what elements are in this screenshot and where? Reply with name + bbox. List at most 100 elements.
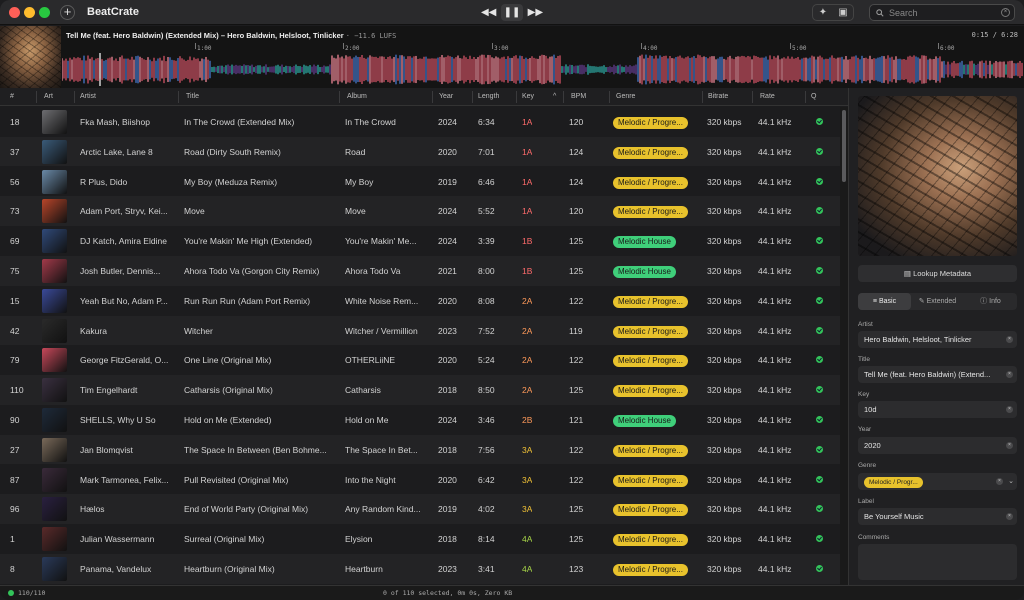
- minimize-window-button[interactable]: [24, 7, 35, 18]
- track-artist: SHELLS, Why U So: [80, 415, 156, 425]
- quality-check-icon: [816, 147, 823, 155]
- zoom-window-button[interactable]: [39, 7, 50, 18]
- table-row[interactable]: 73 Adam Port, Stryv, Kei... Move Move 2024 5:…: [0, 196, 840, 227]
- column-header-year[interactable]: Year: [439, 93, 454, 100]
- table-row[interactable]: 27 Jan Blomqvist The Space In Between (Ben…: [0, 434, 840, 465]
- table-row[interactable]: 79 George FitzGerald, O... One Line (Origi…: [0, 345, 840, 375]
- track-year: 2023: [438, 325, 457, 336]
- clear-search-icon[interactable]: ×: [1001, 8, 1010, 17]
- track-samplerate: 44.1 kHz: [758, 117, 792, 127]
- table-row[interactable]: 96 Hælos End of World Party (Original Mix)…: [0, 494, 840, 525]
- scroll-thumb[interactable]: [842, 110, 846, 182]
- track-artist: Adam Port, Stryv, Kei...: [80, 206, 168, 217]
- comments-field[interactable]: [858, 544, 1017, 580]
- table-row[interactable]: 15 Yeah But No, Adam P... Run Run Run (Ada…: [0, 286, 840, 316]
- column-header-quality[interactable]: Q: [811, 93, 817, 100]
- previous-track-button[interactable]: ◀◀: [480, 7, 497, 18]
- pause-button[interactable]: ❚❚: [501, 4, 523, 21]
- key-field[interactable]: 10d ×: [858, 401, 1017, 418]
- table-row[interactable]: 18 Fka Mash, Biishop In The Crowd (Extende…: [0, 107, 840, 137]
- new-tab-button[interactable]: +: [60, 5, 75, 20]
- track-number: 73: [10, 206, 20, 217]
- track-artist: Mark Tarmonea, Felix...: [80, 474, 169, 485]
- column-header-length[interactable]: Length: [478, 93, 500, 100]
- track-length: 5:52: [478, 206, 495, 217]
- clear-artist-icon[interactable]: ×: [1006, 336, 1013, 343]
- clear-key-icon[interactable]: ×: [1006, 406, 1013, 413]
- column-header-genre[interactable]: Genre: [616, 93, 636, 100]
- genre-tag[interactable]: Melodic / Progr...: [864, 476, 923, 488]
- clear-year-icon[interactable]: ×: [1006, 442, 1013, 449]
- genre-field[interactable]: Melodic / Progr... × ⌄: [858, 473, 1017, 490]
- track-title: Witcher: [184, 325, 213, 336]
- column-header-key[interactable]: Key: [522, 93, 535, 100]
- track-samplerate: 44.1 kHz: [758, 444, 792, 455]
- track-length: 6:46: [478, 176, 495, 187]
- genre-badge: Melodic / Progre...: [613, 385, 688, 398]
- table-row[interactable]: 8 Panama, Vandelux Heartburn (Original Mix…: [0, 554, 840, 584]
- genre-badge: Melodic / Progre...: [613, 564, 688, 576]
- column-header-title[interactable]: Title: [186, 93, 199, 100]
- track-artwork: [42, 318, 67, 343]
- track-year: 2020: [438, 474, 457, 485]
- artist-field[interactable]: Hero Baldwin, Helsloot, Tinlicker ×: [858, 331, 1017, 348]
- close-window-button[interactable]: [9, 7, 20, 18]
- track-album: White Noise Rem...: [345, 295, 419, 306]
- year-field[interactable]: 2020 ×: [858, 437, 1017, 454]
- table-row[interactable]: 90 SHELLS, Why U So Hold on Me (Extended) H…: [0, 405, 840, 435]
- track-length: 3:41: [478, 564, 495, 574]
- table-row[interactable]: 110 Tim Engelhardt Catharsis (Original Mix…: [0, 375, 840, 405]
- track-artwork: [42, 169, 67, 194]
- track-number: 8: [10, 564, 15, 574]
- clear-title-icon[interactable]: ×: [1006, 371, 1013, 378]
- column-header-number[interactable]: #: [10, 93, 14, 100]
- track-album: Elysion: [345, 534, 373, 545]
- title-field[interactable]: Tell Me (feat. Hero Baldwin) (Extend... ×: [858, 366, 1017, 383]
- table-row[interactable]: 87 Mark Tarmonea, Felix... Pull Revisited …: [0, 465, 840, 495]
- table-row[interactable]: 37 Arctic Lake, Lane 8 Road (Dirty South R…: [0, 136, 840, 167]
- genre-badge: Melodic / Progre...: [613, 325, 688, 338]
- table-row[interactable]: 56 R Plus, Dido My Boy (Meduza Remix) My Bo…: [0, 167, 840, 197]
- column-header-album[interactable]: Album: [347, 93, 367, 100]
- track-bitrate: 320 kbps: [707, 117, 742, 127]
- clear-genre-icon[interactable]: ×: [996, 478, 1003, 485]
- sidebar-toggle-icon[interactable]: ▣: [838, 7, 848, 18]
- table-row[interactable]: 69 DJ Katch, Amira Eldine You're Makin' Me…: [0, 226, 840, 256]
- magic-wand-icon[interactable]: ✦: [818, 7, 828, 18]
- track-key: 4A: [522, 534, 533, 545]
- search-input[interactable]: Search ×: [869, 4, 1015, 21]
- track-bpm: 119: [569, 325, 583, 336]
- track-bitrate: 320 kbps: [707, 325, 742, 336]
- waveform[interactable]: [62, 53, 1024, 86]
- table-scrollbar[interactable]: [840, 107, 848, 585]
- column-header-bitrate[interactable]: Bitrate: [708, 93, 729, 100]
- track-album: In The Crowd: [345, 117, 396, 127]
- track-album: The Space In Bet...: [345, 444, 418, 455]
- tab-info[interactable]: ⓘ Info: [980, 298, 1001, 305]
- track-artist: George FitzGerald, O...: [80, 355, 169, 366]
- track-bitrate: 320 kbps: [707, 564, 742, 574]
- quality-check-icon: [816, 565, 823, 572]
- track-artwork: [42, 527, 67, 552]
- column-header-rate[interactable]: Rate: [760, 93, 775, 100]
- lookup-metadata-button[interactable]: ▤ Lookup Metadata: [858, 265, 1017, 282]
- table-row[interactable]: 1 Julian Wassermann Surreal (Original Mix)…: [0, 524, 840, 554]
- track-length: 7:01: [478, 146, 495, 157]
- tab-extended[interactable]: ✎ Extended: [918, 298, 957, 305]
- track-key: 1A: [522, 176, 533, 187]
- column-header-artist[interactable]: Artist: [80, 93, 96, 100]
- table-header: # Art Artist Title Album Year Length Key…: [0, 88, 848, 106]
- label-field[interactable]: Be Yourself Music ×: [858, 508, 1017, 525]
- tab-basic[interactable]: ≡ Basic: [858, 293, 911, 310]
- chevron-down-icon[interactable]: ⌄: [1008, 478, 1014, 485]
- track-year: 2018: [438, 385, 457, 396]
- next-track-button[interactable]: ▶▶: [527, 7, 544, 18]
- column-header-art[interactable]: Art: [44, 93, 53, 100]
- column-header-bpm[interactable]: BPM: [571, 93, 587, 100]
- table-row[interactable]: 75 Josh Butler, Dennis... Ahora Todo Va (G…: [0, 256, 840, 286]
- track-artist: Josh Butler, Dennis...: [80, 266, 161, 276]
- table-row[interactable]: 42 Kakura Witcher Witcher / Vermillion 2023 7…: [0, 315, 840, 346]
- track-artist: Panama, Vandelux: [80, 564, 152, 574]
- album-artwork[interactable]: [858, 96, 1017, 256]
- clear-label-icon[interactable]: ×: [1006, 513, 1013, 520]
